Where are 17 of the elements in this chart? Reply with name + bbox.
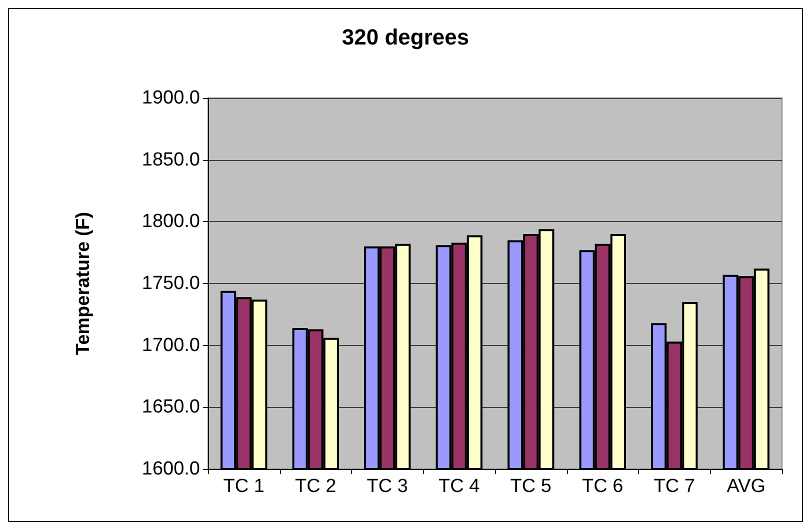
y-tick-label: 1700.0 xyxy=(142,334,200,356)
y-axis-title: Temperature (F) xyxy=(73,212,94,356)
y-tick-label: 1800.0 xyxy=(142,211,200,232)
y-tick-label: 1850.0 xyxy=(142,149,200,170)
x-tick-label: TC 5 xyxy=(510,476,552,497)
x-tick-label: TC 1 xyxy=(223,476,264,497)
chart-title: 320 degrees xyxy=(342,24,470,50)
x-tick-label: TC 4 xyxy=(438,476,480,497)
x-tick-label: TC 6 xyxy=(582,476,624,497)
x-tick-label: TC 2 xyxy=(295,476,336,497)
y-tick-label: 1600.0 xyxy=(142,458,200,480)
y-tick-label: 1650.0 xyxy=(142,396,200,418)
x-tick-label: AVG xyxy=(726,476,766,497)
y-tick-label: 1900.0 xyxy=(142,88,200,108)
x-tick-label: TC 3 xyxy=(366,476,408,497)
y-tick-label: 1750.0 xyxy=(142,273,200,294)
x-tick-label: TC 7 xyxy=(654,476,695,497)
